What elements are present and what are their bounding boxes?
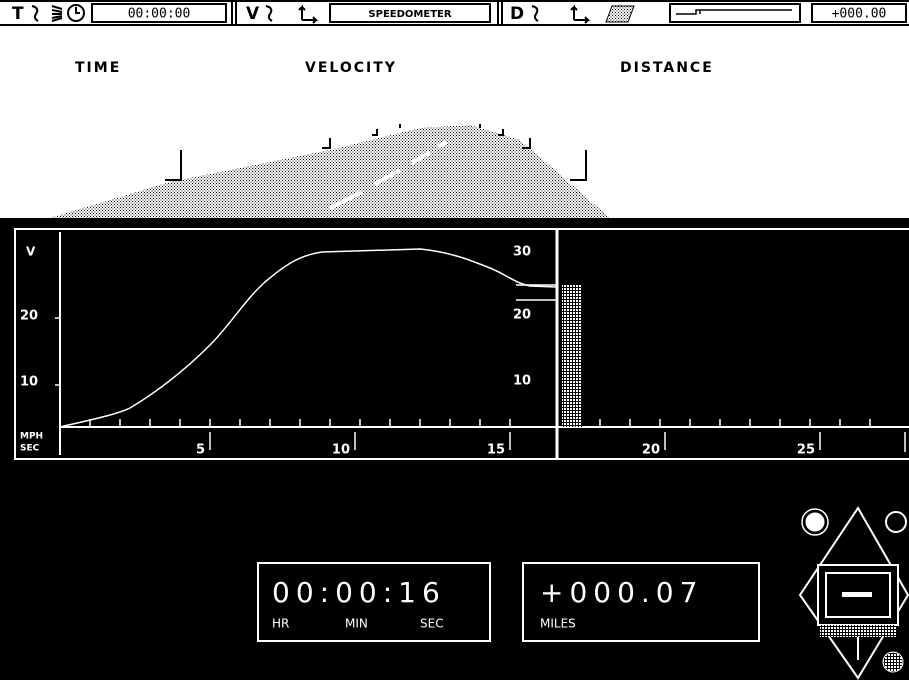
x-tick-label: 20 bbox=[642, 443, 660, 458]
ear-icon[interactable] bbox=[531, 5, 539, 22]
road-line bbox=[329, 140, 448, 210]
clock-icon[interactable] bbox=[67, 4, 85, 22]
time-display-text: 00:00:00 bbox=[128, 7, 191, 22]
start-light[interactable] bbox=[802, 509, 828, 535]
tick bbox=[55, 284, 906, 452]
x-tick-label: 25 bbox=[797, 443, 815, 458]
mode-text: SPEEDOMETER bbox=[368, 9, 451, 20]
distance-unit: MILES bbox=[540, 617, 576, 631]
axis-icon[interactable] bbox=[570, 4, 591, 24]
hill bbox=[50, 125, 610, 218]
y2-tick-label: 10 bbox=[513, 374, 531, 389]
ear-icon[interactable] bbox=[31, 5, 39, 22]
scene-label: DISTANCE bbox=[620, 60, 714, 76]
y-tick-label: 20 bbox=[20, 309, 38, 324]
time-unit: MIN bbox=[345, 617, 368, 631]
scene-label: VELOCITY bbox=[305, 60, 397, 76]
unit-label: MPH bbox=[20, 432, 43, 442]
distance-display-text: +000.00 bbox=[832, 7, 887, 22]
controller[interactable] bbox=[798, 506, 909, 680]
stop-light[interactable] bbox=[885, 511, 907, 533]
mode-button[interactable] bbox=[329, 3, 491, 23]
time-display[interactable] bbox=[91, 3, 227, 23]
x-tick-label: 15 bbox=[487, 443, 505, 458]
top-bar: T 00:00:00 V SPEEDOMETER D +000.00 bbox=[0, 0, 909, 218]
velocity-graph: V 20 10 MPH SEC 30 20 10 5 10 15 20 25 bbox=[14, 228, 909, 460]
ear-icon[interactable] bbox=[265, 5, 273, 22]
x-tick-label: 10 bbox=[332, 443, 350, 458]
time-unit: SEC bbox=[420, 617, 444, 631]
progress-bar bbox=[562, 285, 582, 427]
wave-icon[interactable] bbox=[51, 5, 63, 22]
road-icon[interactable] bbox=[605, 5, 635, 23]
road-scene: TIME VELOCITY DISTANCE bbox=[50, 60, 714, 218]
distance-label: D bbox=[510, 4, 524, 24]
slider[interactable] bbox=[669, 3, 801, 23]
x-tick-label: 5 bbox=[196, 443, 205, 458]
distance-display[interactable] bbox=[811, 3, 907, 23]
y2-tick-label: 30 bbox=[513, 245, 531, 260]
y-label: V bbox=[26, 245, 36, 259]
unit-label: SEC bbox=[20, 444, 40, 454]
velocity-label: V bbox=[246, 4, 260, 24]
distance-readout bbox=[522, 562, 760, 642]
distance-value: +000.07 bbox=[540, 576, 703, 609]
time-value: 00:00:16 bbox=[272, 576, 446, 609]
y-tick-label: 10 bbox=[20, 375, 38, 390]
time-unit: HR bbox=[272, 617, 289, 631]
y2-tick-label: 20 bbox=[513, 308, 531, 323]
time-readout bbox=[257, 562, 491, 642]
road-marker bbox=[165, 124, 587, 181]
readouts: 00:00:16 HR MIN SEC +000.07 MILES bbox=[257, 562, 760, 642]
axis-icon[interactable] bbox=[298, 4, 319, 24]
scene-label: TIME bbox=[75, 60, 121, 76]
time-label: T bbox=[12, 4, 24, 24]
velocity-curve bbox=[59, 248, 558, 428]
status-icon bbox=[882, 651, 904, 673]
